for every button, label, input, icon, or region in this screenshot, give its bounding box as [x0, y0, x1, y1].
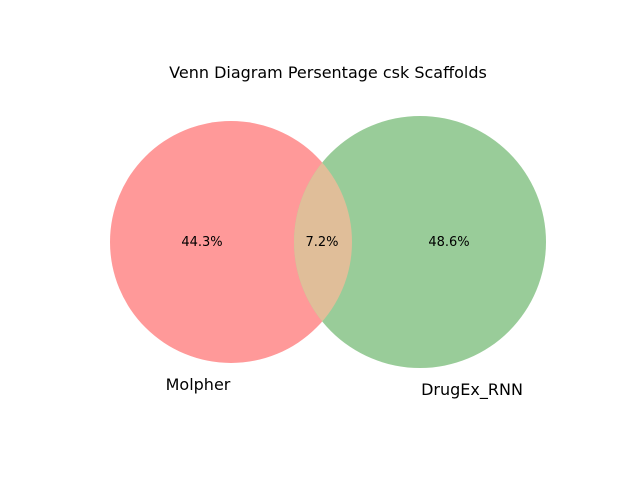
molpher-only-value: 44.3% [181, 235, 222, 250]
drugex-rnn-label: DrugEx_RNN [421, 380, 523, 400]
molpher-label: Molpher [166, 375, 231, 394]
intersection-value: 7.2% [305, 235, 338, 250]
chart-title: Venn Diagram Persentage csk Scaffolds [169, 63, 487, 82]
drugex-rnn-only-value: 48.6% [428, 235, 469, 250]
set-drugex-rnn-circle [294, 116, 546, 368]
set-molpher-circle [110, 121, 352, 363]
